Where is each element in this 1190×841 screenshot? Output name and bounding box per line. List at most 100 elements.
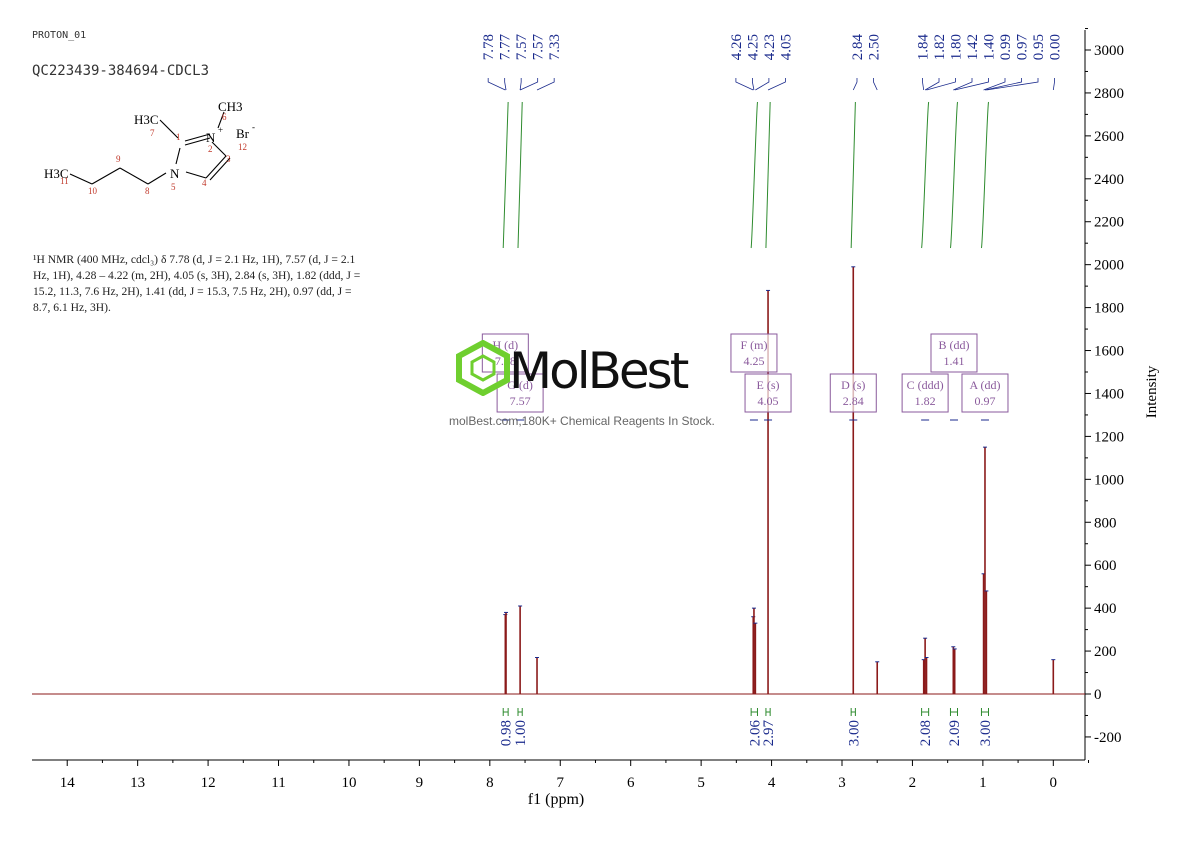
peak-shift-label: 7.77 bbox=[498, 34, 514, 61]
x-axis-label: f1 (ppm) bbox=[528, 791, 584, 808]
atom-number: 12 bbox=[238, 142, 247, 152]
peak-shift-leader bbox=[926, 78, 956, 91]
integral-curve bbox=[502, 101, 509, 249]
y-tick-label: 1200 bbox=[1094, 429, 1124, 445]
peak-shift-label: 4.26 bbox=[729, 34, 745, 61]
peak-shift-leader bbox=[984, 78, 1022, 91]
atom-number: 5 bbox=[171, 182, 176, 192]
x-tick-label: 3 bbox=[838, 775, 846, 791]
atom-br: Br bbox=[236, 126, 250, 141]
integral-value: 0.98 bbox=[499, 720, 515, 746]
charge-plus: + bbox=[218, 125, 223, 135]
integral-value: 2.97 bbox=[761, 720, 777, 747]
peak-shift-label: 0.97 bbox=[1015, 34, 1031, 61]
multiplet-shift: 4.05 bbox=[758, 394, 779, 408]
molecule-structure: H3C CH3 N + Br - N H3C 1 2 3 4 5 6 7 8 9… bbox=[44, 99, 255, 196]
peak-shift-leader bbox=[487, 78, 506, 91]
x-tick-label: 0 bbox=[1050, 775, 1058, 791]
integral-curve bbox=[949, 101, 959, 249]
atom-number: 4 bbox=[202, 178, 207, 188]
peak-shift-label: 0.99 bbox=[998, 34, 1014, 60]
integral-curve bbox=[765, 101, 771, 249]
multiplet-shift: 1.41 bbox=[943, 354, 964, 368]
multiplet-shift: 1.82 bbox=[915, 394, 936, 408]
watermark-tagline: molBest.com,180K+ Chemical Reagents In S… bbox=[449, 414, 715, 428]
x-tick-label: 1 bbox=[979, 775, 987, 791]
multiplet-box bbox=[901, 373, 949, 413]
peak-shift-label: 0.00 bbox=[1048, 34, 1064, 60]
peak-shift-leader bbox=[852, 78, 858, 91]
atom-number: 6 bbox=[222, 112, 227, 122]
y-tick-label: 400 bbox=[1094, 601, 1117, 617]
atom-number: 11 bbox=[60, 176, 69, 186]
multiplet-label: E (s) bbox=[757, 378, 780, 392]
y-tick-label: 2200 bbox=[1094, 215, 1124, 231]
multiplet-box bbox=[730, 333, 778, 373]
y-axis-label: Intensity bbox=[1144, 365, 1160, 418]
multiplet-shift: 7.57 bbox=[510, 394, 531, 408]
peak-shift-label: 4.05 bbox=[778, 34, 794, 60]
peak-shift-leader bbox=[751, 78, 755, 91]
multiplet-label: C (ddd) bbox=[907, 378, 944, 392]
y-tick-label: 2400 bbox=[1094, 172, 1124, 188]
molbest-logo-icon bbox=[456, 340, 510, 396]
multiplet-box bbox=[744, 373, 792, 413]
peak-shift-leader bbox=[504, 78, 507, 91]
y-tick-label: -200 bbox=[1094, 730, 1122, 746]
x-tick-label: 2 bbox=[909, 775, 917, 791]
multiplet-box bbox=[961, 373, 1009, 413]
experiment-name: PROTON_01 bbox=[32, 30, 87, 41]
atom-number: 8 bbox=[145, 186, 150, 196]
peak-shift-leader bbox=[735, 78, 754, 91]
atom-number: 1 bbox=[176, 132, 181, 142]
atom-ch3-top: CH3 bbox=[218, 99, 243, 114]
peak-shift-label: 4.25 bbox=[745, 34, 761, 60]
atom-number: 3 bbox=[226, 154, 231, 164]
integral-curve bbox=[921, 101, 930, 249]
integral-value: 2.08 bbox=[918, 720, 934, 746]
multiplet-label: F (m) bbox=[740, 338, 767, 352]
y-tick-label: 3000 bbox=[1094, 43, 1124, 59]
multiplet-label: D (s) bbox=[841, 378, 865, 392]
peak-shift-leader bbox=[986, 78, 1039, 91]
peak-shift-leader bbox=[519, 78, 522, 91]
peak-shift-leader bbox=[755, 78, 770, 91]
peak-shift-label: 7.78 bbox=[481, 34, 497, 60]
multiplet-label: G (d) bbox=[507, 378, 533, 392]
x-tick-label: 5 bbox=[697, 775, 705, 791]
x-tick-label: 4 bbox=[768, 775, 776, 791]
charge-minus: - bbox=[252, 122, 255, 132]
x-tick-label: 7 bbox=[557, 775, 565, 791]
peak-shift-label: 1.42 bbox=[965, 34, 981, 60]
integral-value: 2.06 bbox=[747, 720, 763, 747]
atom-h3c-left: H3C bbox=[44, 166, 69, 181]
multiplet-shift: 0.97 bbox=[974, 394, 995, 408]
atom-n5: N bbox=[170, 166, 180, 181]
peak-shift-leader bbox=[924, 78, 940, 91]
peak-shift-label: 2.50 bbox=[866, 34, 882, 60]
atom-number: 9 bbox=[116, 154, 121, 164]
peak-shift-leader bbox=[954, 78, 989, 91]
y-tick-label: 600 bbox=[1094, 558, 1117, 574]
peak-shift-leader bbox=[922, 78, 925, 91]
peak-shift-leader bbox=[953, 78, 973, 91]
peak-shift-label: 1.80 bbox=[949, 34, 965, 60]
multiplet-shift: 2.84 bbox=[843, 394, 864, 408]
integral-curve bbox=[850, 101, 856, 249]
peak-shift-label: 7.57 bbox=[514, 34, 530, 61]
atom-h3c-top: H3C bbox=[134, 112, 159, 127]
multiplet-box bbox=[829, 373, 877, 413]
peak-shift-leader bbox=[873, 78, 878, 91]
x-tick-label: 8 bbox=[486, 775, 494, 791]
y-tick-label: 2600 bbox=[1094, 129, 1124, 145]
multiplet-label: A (dd) bbox=[969, 378, 1000, 392]
y-tick-label: 0 bbox=[1094, 687, 1102, 703]
y-tick-label: 1600 bbox=[1094, 344, 1124, 360]
sample-id: QC223439-384694-CDCL3 bbox=[32, 63, 210, 79]
integral-value: 2.09 bbox=[947, 720, 963, 746]
nmr-description: ¹H NMR (400 MHz, cdcl₃) δ 7.78 (d, J = 2… bbox=[33, 253, 361, 314]
x-tick-label: 6 bbox=[627, 775, 635, 791]
peak-shift-label: 7.33 bbox=[547, 34, 563, 60]
peak-shift-leader bbox=[1052, 78, 1055, 91]
atom-n-plus: N bbox=[206, 130, 216, 145]
